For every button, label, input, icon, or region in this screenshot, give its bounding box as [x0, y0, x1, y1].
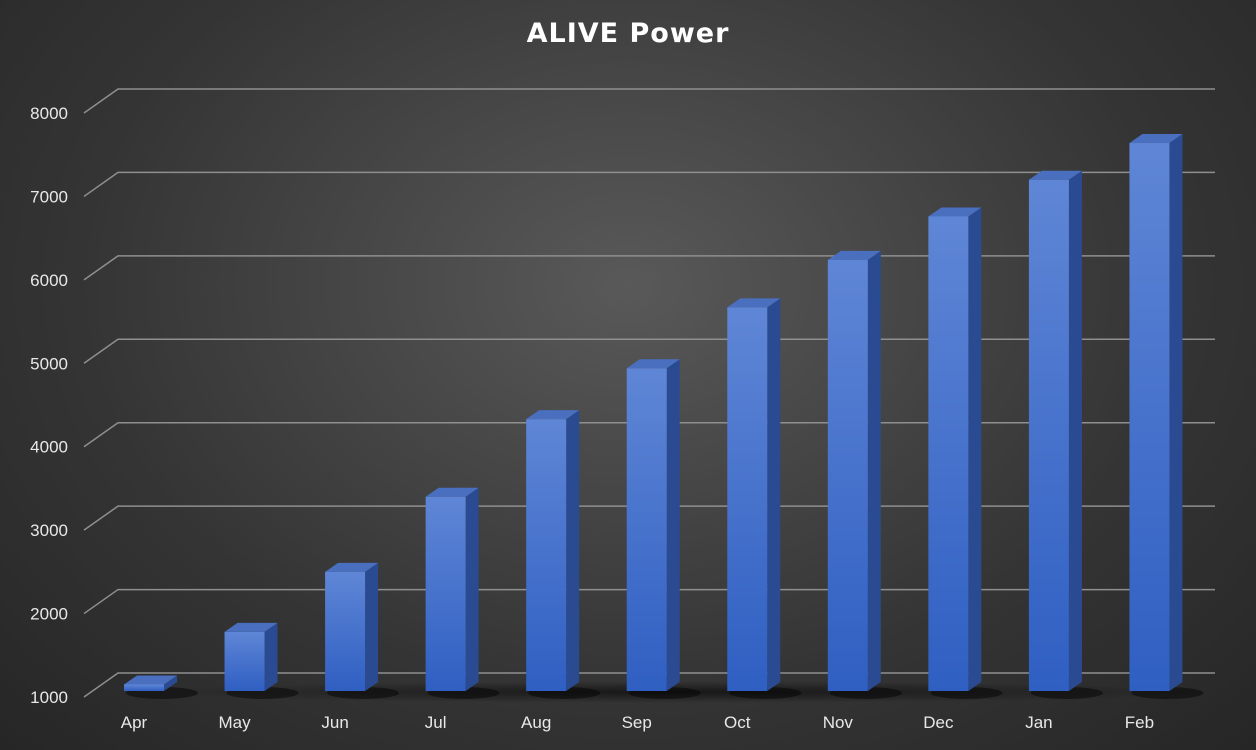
bar	[124, 675, 198, 699]
bar-top	[124, 675, 177, 685]
bar-side	[566, 410, 580, 691]
x-tick-label: Aug	[521, 713, 551, 732]
y-tick-label: 2000	[30, 605, 68, 624]
y-tick-label: 5000	[30, 354, 68, 373]
bar-front	[224, 631, 265, 691]
y-tick-label: 3000	[30, 521, 68, 540]
bar-side	[1068, 170, 1082, 691]
bar	[1028, 170, 1103, 699]
bar-side	[465, 487, 479, 691]
x-tick-label: Jun	[321, 713, 348, 732]
y-tick-label: 4000	[30, 438, 68, 457]
bar-side	[1169, 134, 1183, 691]
x-axis: Apr May Jun Jul Aug Sep Oct Nov Dec Jan Feb	[121, 713, 1154, 732]
bar	[425, 487, 500, 699]
chart-title: ALIVE Power	[526, 18, 730, 49]
x-tick-label: Apr	[121, 713, 148, 732]
bar-top	[626, 359, 680, 369]
x-tick-label: Sep	[622, 713, 652, 732]
bar	[928, 207, 1003, 699]
x-tick-label: May	[218, 713, 251, 732]
bar-top	[727, 298, 781, 308]
y-tick-label: 6000	[30, 271, 68, 290]
y-tick-label: 7000	[30, 187, 68, 206]
x-tick-label: Dec	[923, 713, 954, 732]
y-tick-label: 8000	[30, 104, 68, 123]
bar-front	[526, 419, 567, 691]
bar-front	[928, 216, 969, 692]
bar-front	[325, 571, 366, 691]
x-tick-label: Feb	[1125, 713, 1154, 732]
gridline	[83, 171, 1215, 198]
bar-side	[666, 359, 680, 691]
bar-side	[767, 298, 781, 691]
bar	[727, 298, 802, 699]
bar-top	[827, 250, 881, 260]
bar-top	[1028, 170, 1082, 180]
bar-top	[224, 622, 278, 632]
bar-top	[425, 487, 479, 497]
bar-front	[727, 307, 768, 691]
gridline	[83, 88, 1215, 114]
x-tick-label: Jul	[425, 713, 447, 732]
bar	[224, 622, 299, 699]
x-tick-label: Nov	[823, 713, 854, 732]
bar-front	[425, 496, 466, 691]
bar-front	[626, 368, 667, 691]
bar-side	[365, 562, 379, 691]
bar	[325, 562, 400, 699]
bar-side	[164, 675, 177, 691]
bar-side	[867, 250, 881, 691]
bar-top	[928, 207, 982, 217]
bar	[526, 410, 601, 699]
bar-top	[325, 562, 379, 572]
y-tick-label: 1000	[30, 688, 68, 707]
bars	[124, 134, 1204, 699]
bar-top	[526, 410, 580, 420]
x-tick-label: Jan	[1025, 713, 1052, 732]
bar	[626, 359, 701, 699]
bar-side	[968, 207, 982, 692]
bar-front	[1129, 143, 1170, 691]
bar-front	[1028, 179, 1069, 691]
bar-top	[1129, 134, 1183, 144]
bar-side	[264, 622, 278, 691]
bar	[827, 250, 902, 699]
bar	[1129, 134, 1204, 699]
x-tick-label: Oct	[724, 713, 751, 732]
y-axis: 1000 2000 3000 4000 5000 6000 7000 8000	[30, 104, 68, 707]
bar-front	[124, 684, 164, 691]
gridlines	[83, 88, 1215, 698]
bar-front	[827, 259, 868, 691]
